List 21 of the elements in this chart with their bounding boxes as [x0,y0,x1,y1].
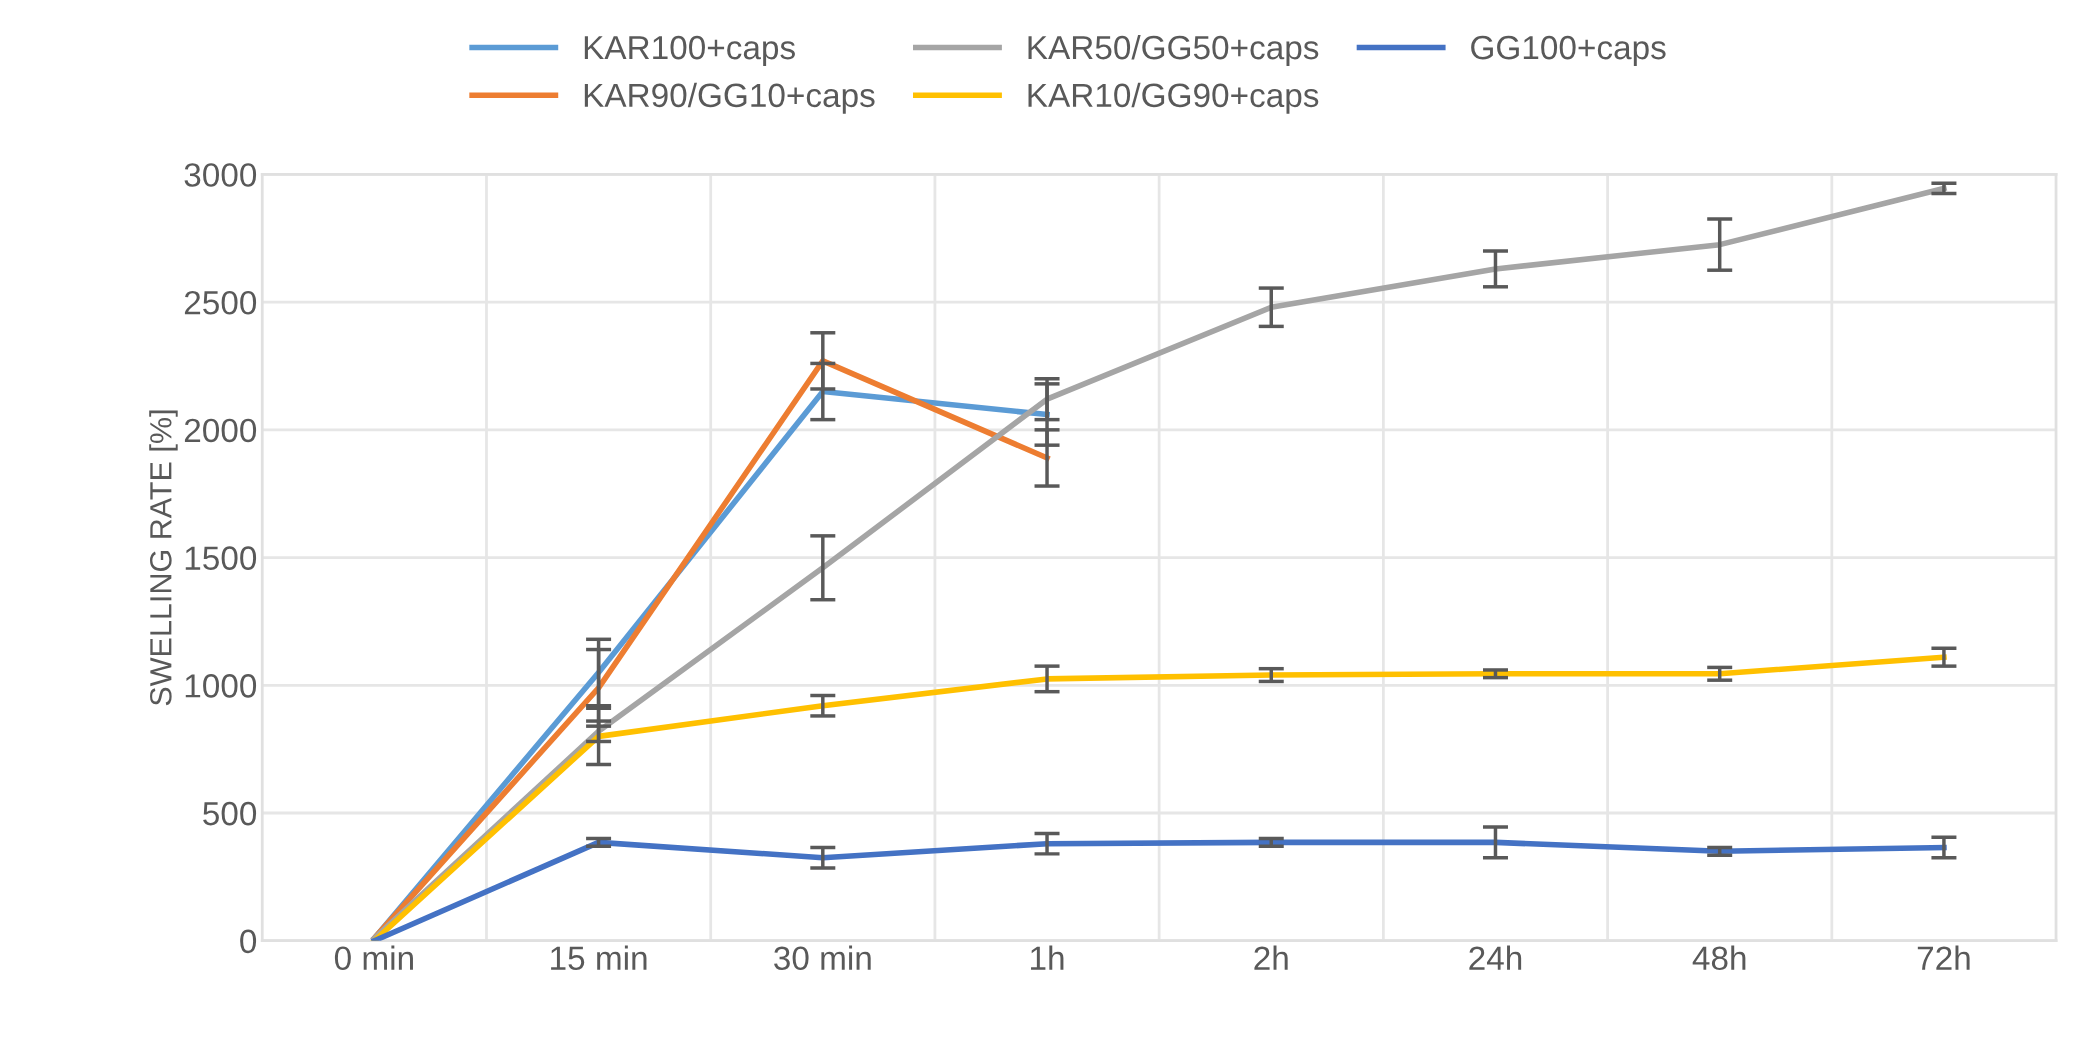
x-tick-label: 2h [1254,945,1288,970]
x-tick-label: 72h [1917,945,1970,970]
x-tick-label: 30 min [774,945,871,971]
x-tick-label: 0 min [334,945,413,971]
y-tick-label: 1000 [185,674,257,698]
y-tick-label: 2000 [184,418,257,443]
legend-label: KAR50/GG50+caps [1028,34,1319,67]
y-tick-label: 500 [203,801,257,826]
y-tick-label: 0 [240,929,257,954]
legend-label: GG100+caps [1471,35,1666,67]
x-tick-label: 48h [1692,945,1746,971]
y-tick-label: 2500 [184,290,257,315]
y-tick-label: 3000 [184,163,257,187]
legend-label: KAR10/GG90+caps [1028,82,1319,114]
x-tick-label: 24h [1469,945,1522,970]
y-tick-label: 1500 [185,546,257,570]
legend-label: KAR100+caps [584,35,795,67]
x-tick-label: 15 min [551,945,647,971]
y-axis-title: SWELLING RATE [%] [149,410,178,706]
x-tick-label: 1h [1031,945,1064,970]
legend-label: KAR90/GG10+caps [584,82,875,114]
